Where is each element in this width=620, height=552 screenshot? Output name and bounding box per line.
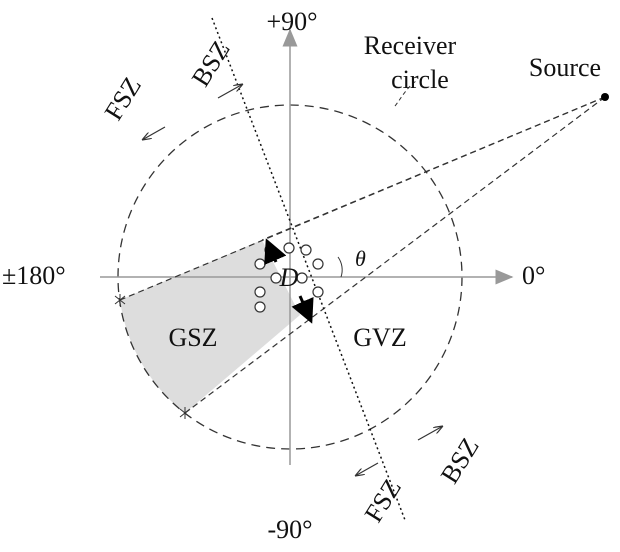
- label: FSZ: [99, 72, 147, 125]
- theta-arc: [337, 256, 343, 278]
- direction-arrows: [142, 84, 443, 476]
- gsz-region: [120, 240, 300, 413]
- leader: [394, 79, 419, 107]
- label: circle: [391, 65, 449, 94]
- label: -90°: [267, 515, 312, 544]
- source-rays: [119, 96, 606, 414]
- label: 0°: [522, 261, 545, 290]
- arrow-up: [264, 238, 287, 266]
- label: BSZ: [435, 433, 485, 489]
- star: [114, 294, 126, 306]
- label: GVZ: [353, 323, 406, 352]
- label: +90°: [266, 7, 317, 36]
- star: [179, 407, 191, 419]
- label: ±180°: [2, 261, 66, 290]
- label: D: [279, 263, 299, 292]
- label: FSZ: [359, 474, 407, 527]
- arrow-down: [291, 295, 314, 324]
- label: θ: [355, 246, 366, 271]
- label: GSZ: [168, 323, 217, 352]
- label: Source: [529, 53, 601, 82]
- source-dot: [601, 93, 609, 101]
- label: BSZ: [186, 36, 236, 92]
- label: Receiver: [364, 31, 457, 60]
